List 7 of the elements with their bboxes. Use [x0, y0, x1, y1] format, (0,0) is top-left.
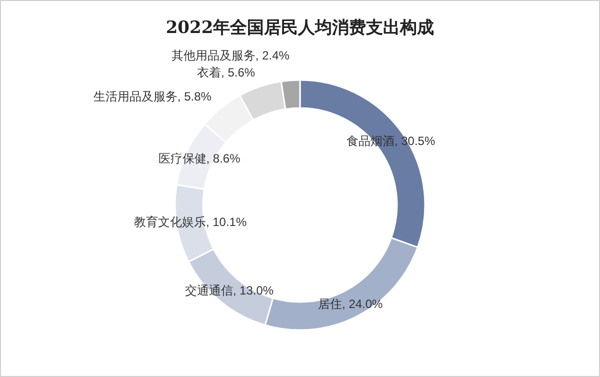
slice-label: 交通通信, 13.0%	[184, 284, 274, 298]
slice-label: 教育文化娱乐, 10.1%	[134, 215, 247, 230]
slice-label: 其他用品及服务, 2.4%	[171, 48, 290, 62]
slice-label: 衣着, 5.6%	[197, 65, 256, 80]
chart-title: 2022年全国居民人均消费支出构成	[166, 18, 434, 38]
slice-label: 医疗保健, 8.6%	[158, 151, 241, 166]
slice-label: 生活用品及服务, 5.8%	[93, 90, 212, 104]
